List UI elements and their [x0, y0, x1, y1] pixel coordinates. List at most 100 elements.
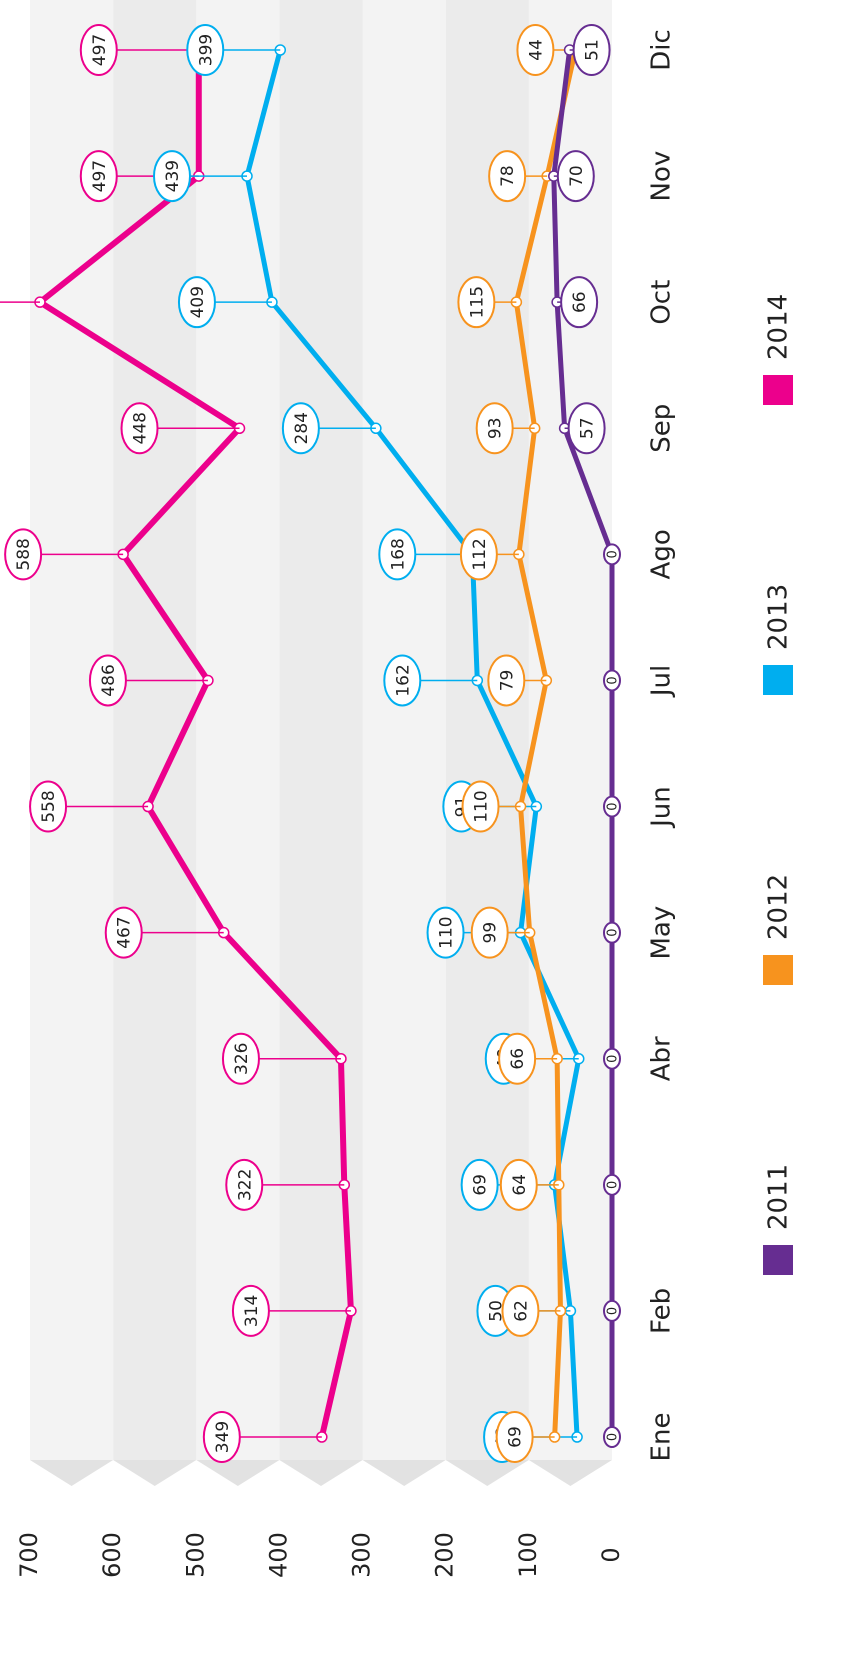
data-label: 69: [506, 1426, 526, 1448]
label-bubble: [457, 276, 496, 329]
data-label: 439: [163, 160, 183, 192]
label-bubble: [488, 150, 527, 203]
label-bubble: [79, 24, 118, 76]
legend-swatch: [763, 375, 793, 405]
band-chevron: [279, 1460, 363, 1486]
data-label: 0: [606, 1181, 621, 1189]
label-bubble: [603, 1173, 621, 1196]
label-bubble: [426, 906, 465, 959]
grid-band: [528, 0, 612, 1460]
label-bubble: [186, 24, 225, 76]
data-label: 162: [393, 664, 413, 696]
x-tick-label: Feb: [647, 1288, 677, 1334]
data-label: 409: [188, 286, 208, 318]
label-bubble: [177, 276, 216, 329]
x-tick-label: Ago: [647, 529, 677, 579]
grid-band: [445, 0, 529, 1460]
data-label: 497: [90, 34, 110, 66]
label-bubble: [460, 1158, 499, 1211]
y-tick-label: 200: [431, 1532, 459, 1578]
data-label: 0: [606, 550, 621, 558]
legend-swatch: [763, 1245, 793, 1275]
data-label: 0: [606, 802, 621, 810]
series-line: [36, 50, 354, 1438]
label-bubble: [603, 921, 621, 944]
x-tick-label: Oct: [647, 280, 677, 325]
band-chevron: [196, 1460, 280, 1486]
label-bubble: [383, 654, 422, 707]
band-chevron: [30, 1460, 114, 1486]
legend-swatch: [763, 665, 793, 695]
data-label: 0: [606, 1433, 621, 1441]
series-line: [513, 49, 578, 1438]
data-label: 558: [39, 790, 59, 822]
label-bubble: [495, 1411, 534, 1463]
data-label: 51: [583, 39, 603, 61]
label-bubble: [498, 1032, 537, 1085]
data-label: 0: [606, 1307, 621, 1315]
label-bubble: [603, 1299, 621, 1322]
y-tick-label: 500: [181, 1532, 209, 1578]
band-chevron: [362, 1460, 446, 1486]
y-tick-label: 400: [264, 1532, 292, 1578]
label-bubble: [603, 669, 621, 692]
label-bubble: [603, 1047, 621, 1070]
data-label: 70: [567, 165, 587, 187]
label-bubble: [556, 150, 595, 203]
band-chevron: [113, 1460, 197, 1486]
grid-band: [362, 0, 446, 1460]
data-label: 0: [606, 1055, 621, 1063]
x-tick-label: Sep: [647, 404, 677, 453]
legend-label: 2014: [764, 294, 794, 360]
x-tick-label: May: [647, 906, 677, 960]
data-label: 62: [511, 1300, 531, 1322]
data-label: 467: [115, 916, 135, 948]
data-label: 322: [235, 1169, 255, 1201]
y-tick-label: 300: [348, 1532, 376, 1578]
data-label: 168: [388, 538, 408, 570]
label-bubble: [603, 1426, 621, 1448]
label-bubble: [153, 150, 192, 203]
label-bubble: [461, 780, 500, 833]
data-label: 66: [508, 1048, 528, 1070]
data-label: 112: [470, 538, 490, 570]
x-tick-label: Jun: [647, 786, 677, 829]
label-bubble: [499, 1158, 538, 1211]
x-tick-label: Abr: [647, 1036, 677, 1081]
data-label: 69: [471, 1174, 491, 1196]
band-chevron: [445, 1460, 529, 1486]
data-label: 99: [481, 922, 501, 944]
grid-band: [196, 0, 280, 1460]
data-label: 50: [486, 1300, 506, 1322]
label-bubble: [459, 528, 498, 581]
series-line: [551, 49, 615, 1437]
label-bubble: [487, 654, 526, 707]
label-bubble: [567, 402, 606, 455]
grid-band: [30, 0, 114, 1460]
label-bubble: [281, 402, 320, 455]
label-bubble: [560, 276, 599, 329]
x-tick-label: Dic: [647, 29, 677, 71]
label-bubble: [104, 906, 143, 959]
data-label: 93: [486, 417, 506, 439]
label-bubble: [4, 528, 43, 581]
label-bubble: [79, 150, 118, 203]
data-label: 44: [526, 39, 546, 61]
data-label: 588: [14, 538, 34, 570]
y-tick-label: 100: [514, 1532, 542, 1578]
y-tick-label: 700: [15, 1532, 43, 1578]
label-bubble: [516, 24, 555, 76]
data-label: 0: [606, 676, 621, 684]
plot: 0100200300400500600700EneFebAbrMayJunJul…: [0, 0, 794, 1578]
data-label: 79: [497, 670, 517, 692]
label-bubble: [378, 528, 417, 581]
data-label: 57: [578, 417, 598, 439]
label-bubble: [29, 780, 68, 833]
data-label: 110: [437, 916, 457, 948]
label-bubble: [88, 654, 127, 707]
legend-swatch: [763, 955, 793, 985]
data-label: 115: [467, 286, 487, 318]
data-label: 314: [242, 1295, 262, 1327]
x-tick-label: Ene: [647, 1413, 677, 1462]
